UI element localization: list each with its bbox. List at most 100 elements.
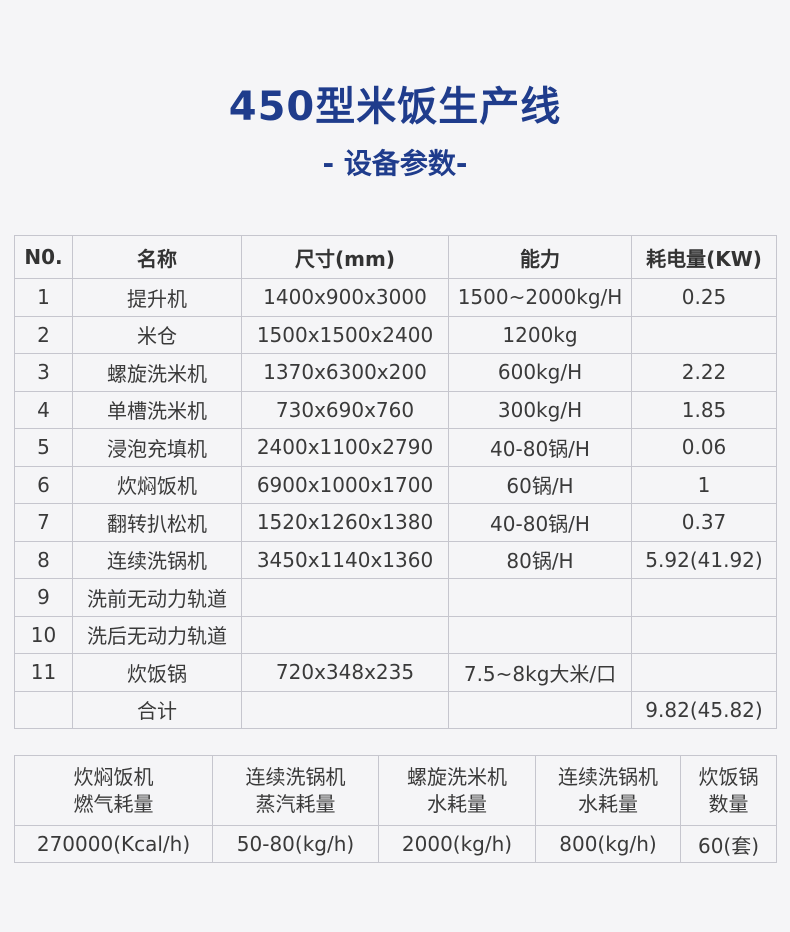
table-cell: 5.92(41.92) [631, 540, 777, 579]
table-cell: 2000(kg/h) [378, 825, 536, 863]
header-line: 数量 [708, 791, 749, 816]
table-cell: 1500x1500x2400 [241, 315, 449, 354]
table-cell: 720x348x235 [241, 653, 449, 692]
column-header: 连续洗锅机 水耗量 [535, 755, 681, 826]
table-cell: 1400x900x3000 [241, 278, 449, 317]
table-cell: 洗前无动力轨道 [72, 578, 242, 617]
table-row: 8 连续洗锅机 3450x1140x1360 80锅/H 5.92(41.92) [14, 540, 777, 579]
table-cell: 9 [14, 578, 73, 617]
header-line: 水耗量 [578, 791, 638, 816]
header-line: 蒸汽耗量 [255, 791, 336, 816]
table-cell: 730x690x760 [241, 390, 449, 429]
table-cell: 2.22 [631, 353, 777, 392]
table-row: 3 螺旋洗米机 1370x6300x200 600kg/H 2.22 [14, 353, 777, 392]
table-cell: 3 [14, 353, 73, 392]
table-cell: 米仓 [72, 315, 242, 354]
table-cell: 1200kg [448, 315, 632, 354]
table-cell: 7 [14, 503, 73, 542]
table-cell: 连续洗锅机 [72, 540, 242, 579]
table-cell [241, 615, 449, 654]
table-cell: 6 [14, 465, 73, 504]
equipment-table: N0. 名称 尺寸(mm) 能力 耗电量(KW) 1 提升机 1400x900x3000 15… [14, 235, 777, 729]
table-cell: 40-80锅/H [448, 503, 632, 542]
table-cell: 3450x1140x1360 [241, 540, 449, 579]
table-cell: 炊焖饭机 [72, 465, 242, 504]
table-cell: 1370x6300x200 [241, 353, 449, 392]
table-cell: 0.37 [631, 503, 777, 542]
table-row: 4 单槽洗米机 730x690x760 300kg/H 1.85 [14, 390, 777, 429]
table-cell: 50-80(kg/h) [212, 825, 379, 863]
column-header: 耗电量(KW) [631, 235, 777, 279]
table-cell: 1520x1260x1380 [241, 503, 449, 542]
table-cell: 翻转扒松机 [72, 503, 242, 542]
table-cell: 9.82(45.82) [631, 690, 777, 729]
table-cell: 8 [14, 540, 73, 579]
table-cell: 40-80锅/H [448, 428, 632, 467]
table-cell: 0.25 [631, 278, 777, 317]
table-cell: 300kg/H [448, 390, 632, 429]
table-cell: 2400x1100x2790 [241, 428, 449, 467]
table-row: 合计 9.82(45.82) [14, 690, 777, 729]
column-header: N0. [14, 235, 73, 279]
table-cell [241, 578, 449, 617]
table-cell: 270000(Kcal/h) [14, 825, 213, 863]
table-cell: 炊饭锅 [72, 653, 242, 692]
table-cell: 80锅/H [448, 540, 632, 579]
table-row: 9 洗前无动力轨道 [14, 578, 777, 617]
table-cell: 1.85 [631, 390, 777, 429]
table-row: 7 翻转扒松机 1520x1260x1380 40-80锅/H 0.37 [14, 503, 777, 542]
header-line: 燃气耗量 [73, 791, 154, 816]
table-row: 5 浸泡充填机 2400x1100x2790 40-80锅/H 0.06 [14, 428, 777, 467]
table-cell [631, 315, 777, 354]
table-row: 10 洗后无动力轨道 [14, 615, 777, 654]
table-cell [448, 615, 632, 654]
table-cell: 浸泡充填机 [72, 428, 242, 467]
header-line: 螺旋洗米机 [407, 764, 507, 789]
consumption-table: 炊焖饭机 燃气耗量 连续洗锅机 蒸汽耗量 螺旋洗米机 水耗量 连续洗锅机 水耗量 炊饭锅 数量 27… [14, 755, 777, 863]
header-line: 炊焖饭机 [73, 764, 154, 789]
table-cell: 60锅/H [448, 465, 632, 504]
table-cell: 0.06 [631, 428, 777, 467]
table-row: 2 米仓 1500x1500x2400 1200kg [14, 315, 777, 354]
table-cell [631, 578, 777, 617]
table-row: 1 提升机 1400x900x3000 1500~2000kg/H 0.25 [14, 278, 777, 317]
table-cell: 60(套) [680, 825, 777, 863]
column-header: 螺旋洗米机 水耗量 [378, 755, 536, 826]
table-cell: 提升机 [72, 278, 242, 317]
column-header: 炊饭锅 数量 [680, 755, 777, 826]
table-cell: 7.5~8kg大米/口 [448, 653, 632, 692]
table-cell: 6900x1000x1700 [241, 465, 449, 504]
table-cell: 螺旋洗米机 [72, 353, 242, 392]
table-cell: 11 [14, 653, 73, 692]
table-cell: 800(kg/h) [535, 825, 681, 863]
table-cell: 4 [14, 390, 73, 429]
header-line: 炊饭锅 [698, 764, 759, 789]
table-row: 11 炊饭锅 720x348x235 7.5~8kg大米/口 [14, 653, 777, 692]
table-cell: 单槽洗米机 [72, 390, 242, 429]
column-header: 炊焖饭机 燃气耗量 [14, 755, 213, 826]
table-cell [241, 690, 449, 729]
column-header: 能力 [448, 235, 632, 279]
table-cell: 10 [14, 615, 73, 654]
table-cell: 1 [631, 465, 777, 504]
header-line: 连续洗锅机 [245, 764, 346, 789]
table-cell: 洗后无动力轨道 [72, 615, 242, 654]
table-cell: 2 [14, 315, 73, 354]
table-cell [631, 653, 777, 692]
page-title: 450型米饭生产线 [228, 84, 562, 130]
table-cell [631, 615, 777, 654]
table-cell [448, 690, 632, 729]
table-cell: 5 [14, 428, 73, 467]
table-cell [14, 690, 73, 729]
table-cell: 1500~2000kg/H [448, 278, 632, 317]
table-row: 6 炊焖饭机 6900x1000x1700 60锅/H 1 [14, 465, 777, 504]
table-cell [448, 578, 632, 617]
header-line: 连续洗锅机 [558, 764, 658, 789]
table-cell: 合计 [72, 690, 242, 729]
column-header: 尺寸(mm) [241, 235, 449, 279]
header-line: 水耗量 [427, 791, 487, 816]
table-cell: 600kg/H [448, 353, 632, 392]
column-header: 连续洗锅机 蒸汽耗量 [212, 755, 379, 826]
page-subtitle: - 设备参数- [322, 147, 468, 180]
table-cell: 1 [14, 278, 73, 317]
